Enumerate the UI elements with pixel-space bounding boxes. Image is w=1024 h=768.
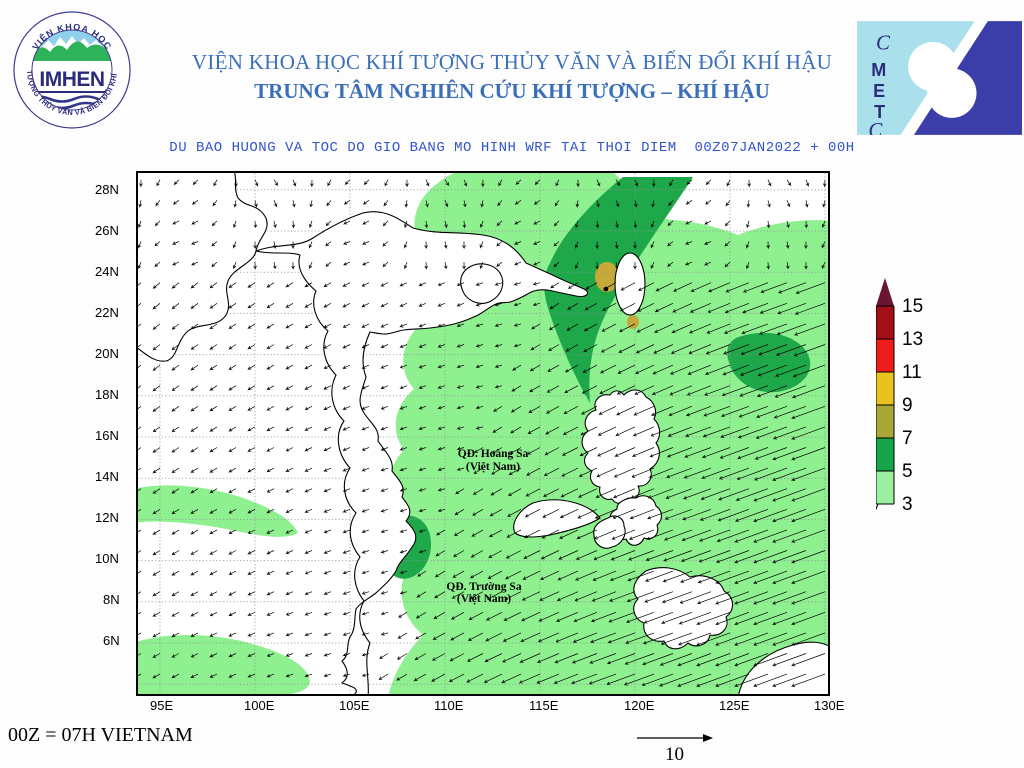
svg-text:C: C [868,118,883,135]
svg-text:7: 7 [902,428,913,449]
svg-text:(Việt Nam): (Việt Nam) [466,461,520,473]
svg-text:13: 13 [902,329,923,350]
svg-text:QĐ. Trường Sa: QĐ. Trường Sa [446,581,521,593]
svg-text:11: 11 [902,362,922,383]
svg-text:3: 3 [902,494,913,515]
svg-text:(Việt Nam): (Việt Nam) [457,593,511,605]
svg-text:15: 15 [902,296,923,317]
svg-text:5: 5 [902,461,913,482]
svg-text:10: 10 [665,744,684,765]
svg-text:9: 9 [902,395,913,416]
svg-text:QĐ. Hoàng Sa: QĐ. Hoàng Sa [458,448,529,460]
